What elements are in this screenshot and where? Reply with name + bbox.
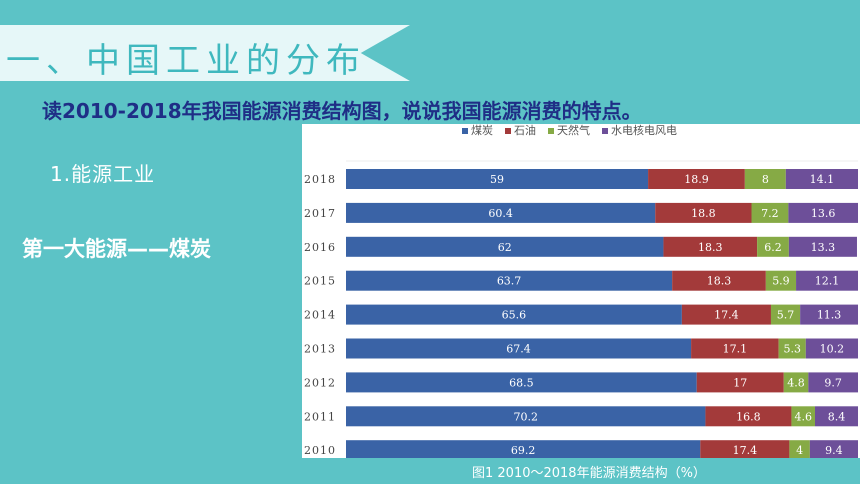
highlight-text: 第一大能源——煤炭 <box>22 237 211 261</box>
bar-segment <box>663 236 758 257</box>
bar-segment <box>814 406 858 427</box>
data-label: 12.1 <box>815 275 840 288</box>
bar-segment <box>765 270 797 291</box>
energy-structure-chart: 煤炭 石油 天然气 水电核电风电 2018 59 18.9 8 14.1 2017 60.4 18.8… <box>304 123 858 461</box>
bar-segment <box>672 270 766 291</box>
data-label: 68.5 <box>509 376 534 389</box>
legend-swatch <box>505 128 511 134</box>
data-label: 17.1 <box>723 343 748 356</box>
legend-swatch <box>462 128 468 134</box>
data-label: 10.2 <box>820 343 845 356</box>
data-label: 16.8 <box>736 410 761 423</box>
data-label: 7.2 <box>761 207 779 220</box>
data-label: 8 <box>762 173 769 186</box>
bar-segment <box>788 236 857 257</box>
bar-segment <box>346 270 673 291</box>
data-label: 9.7 <box>824 376 842 389</box>
data-label: 62 <box>498 241 512 254</box>
data-label: 4.8 <box>787 376 805 389</box>
legend-label: 煤炭 <box>471 124 493 137</box>
bar-segment <box>648 169 745 189</box>
bar-segment <box>346 406 706 427</box>
bar-segment <box>691 338 779 359</box>
data-label: 14.1 <box>810 173 835 186</box>
bar-segment <box>809 440 858 461</box>
y-tick-label: 2017 <box>304 207 336 220</box>
data-label: 17.4 <box>714 309 739 322</box>
bar-segment <box>783 372 809 393</box>
bar-segment <box>770 304 801 325</box>
bar-segment <box>346 440 701 461</box>
legend-label: 石油 <box>514 124 536 137</box>
data-label: 18.9 <box>684 173 709 186</box>
bar-segment <box>805 338 858 359</box>
bar-segment <box>346 304 682 325</box>
legend-label: 天然气 <box>557 124 590 137</box>
data-label: 13.6 <box>811 207 836 220</box>
data-label: 18.3 <box>698 241 723 254</box>
title-banner <box>0 25 410 81</box>
data-label: 67.4 <box>506 343 531 356</box>
data-label: 17.4 <box>733 444 758 457</box>
bar-segment <box>791 406 815 427</box>
data-label: 4 <box>796 444 803 457</box>
legend-label: 水电核电风电 <box>611 124 677 137</box>
bar-segment <box>346 236 664 257</box>
bar-segment <box>778 338 806 359</box>
bar-segment <box>705 406 792 427</box>
data-label: 13.3 <box>811 241 836 254</box>
data-label: 8.4 <box>828 410 846 423</box>
y-tick-label: 2013 <box>304 343 336 356</box>
y-tick-label: 2010 <box>304 444 336 457</box>
section-heading: 1.能源工业 <box>50 162 156 186</box>
data-label: 70.2 <box>513 410 538 423</box>
y-tick-label: 2018 <box>304 173 336 186</box>
y-tick-label: 2015 <box>304 275 336 288</box>
data-label: 5.3 <box>783 343 801 356</box>
bar-segment <box>800 304 858 325</box>
data-label: 18.3 <box>707 275 732 288</box>
data-label: 69.2 <box>511 444 536 457</box>
slide-title: 一、中国工业的分布 <box>6 41 366 81</box>
data-label: 6.2 <box>764 241 782 254</box>
data-label: 5.7 <box>777 309 795 322</box>
data-label: 4.6 <box>794 410 812 423</box>
data-label: 17 <box>733 376 747 389</box>
data-label: 63.7 <box>497 275 522 288</box>
bar-segment <box>346 338 692 359</box>
data-label: 18.8 <box>691 207 716 220</box>
bar-segment <box>789 440 810 461</box>
bar-segment <box>744 169 786 189</box>
data-label: 60.4 <box>488 207 513 220</box>
bar-segment <box>655 202 752 223</box>
chart-caption: 图1 2010～2018年能源消费结构（%） <box>472 466 706 481</box>
bar-segment <box>346 169 649 189</box>
bar-segment <box>700 440 790 461</box>
y-tick-label: 2012 <box>304 376 336 389</box>
bar-segment <box>751 202 789 223</box>
bar-segment <box>788 202 858 223</box>
bar-segment <box>785 169 858 189</box>
y-tick-label: 2016 <box>304 241 336 254</box>
bar-segment <box>757 236 789 257</box>
data-label: 59 <box>490 173 504 186</box>
legend-swatch <box>602 128 608 134</box>
data-label: 65.6 <box>502 309 527 322</box>
y-tick-label: 2011 <box>304 410 336 423</box>
y-tick-label: 2014 <box>304 309 336 322</box>
data-label: 9.4 <box>825 444 843 457</box>
chart-panel: 煤炭 石油 天然气 水电核电风电 2018 59 18.9 8 14.1 2017 60.4 18.8… <box>302 123 860 461</box>
bar-segment <box>796 270 858 291</box>
bar-segment <box>681 304 771 325</box>
data-label: 11.3 <box>817 309 842 322</box>
question-text: 读2010-2018年我国能源消费结构图，说说我国能源消费的特点。 <box>42 99 642 123</box>
legend-swatch <box>548 128 554 134</box>
bar-segment <box>346 202 656 223</box>
data-label: 5.9 <box>772 275 790 288</box>
bar-segment <box>346 372 697 393</box>
bar-segment <box>808 372 858 393</box>
bar-segment <box>696 372 784 393</box>
